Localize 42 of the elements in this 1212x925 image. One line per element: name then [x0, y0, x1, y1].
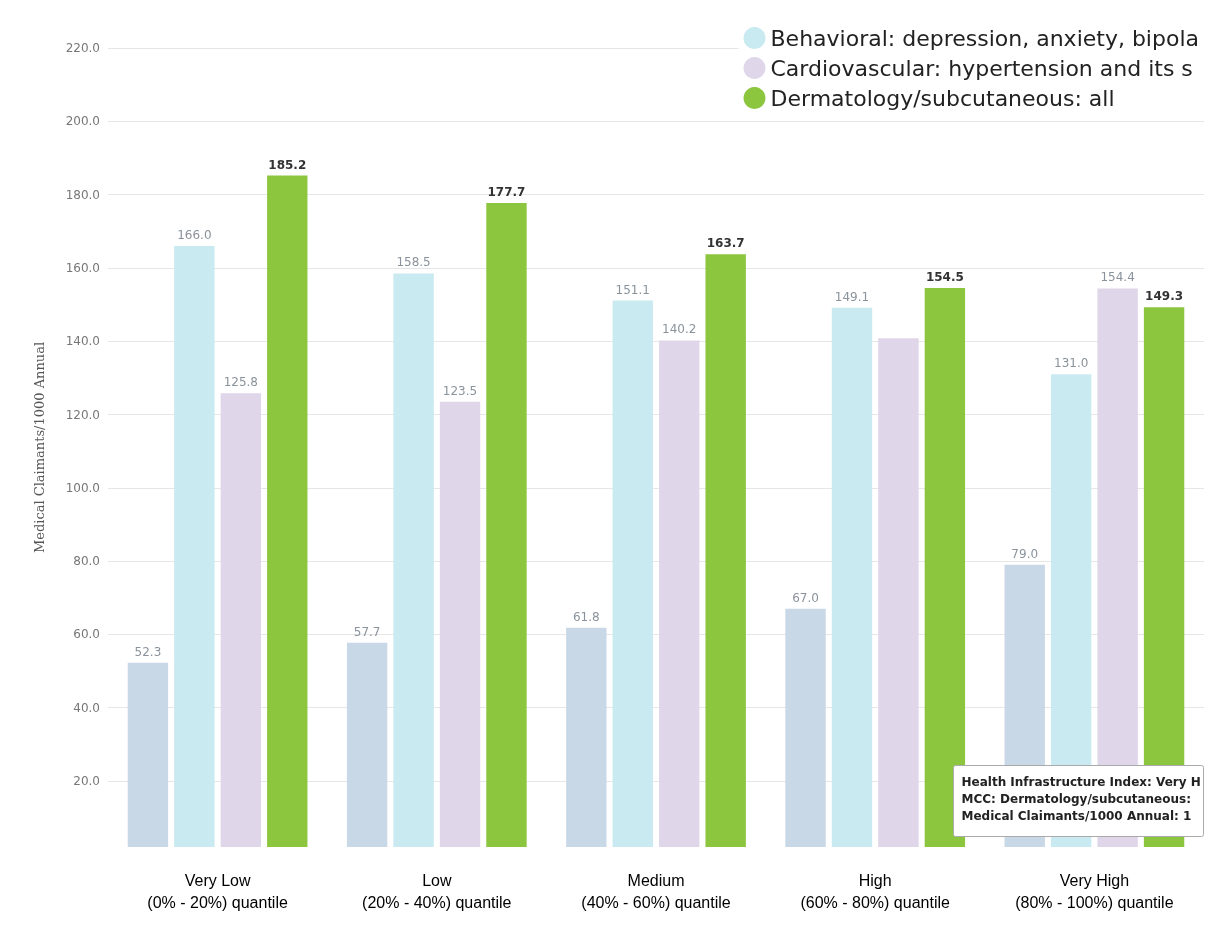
- y-axis-title: Medical Claimants/1000 Annual: [32, 341, 47, 554]
- data-label: 154.5: [925, 270, 964, 285]
- y-tick-label: 100.0: [65, 480, 100, 495]
- x-tick-label: Low (20% - 40%) quantile: [362, 871, 512, 911]
- legend-label: Behavioral: depression, anxiety, bipola: [770, 25, 1199, 51]
- y-tick-label: 80.0: [73, 554, 100, 569]
- x-tick-label: High (60% - 80%) quantile: [800, 871, 950, 911]
- legend-label: Cardiovascular: hypertension and its s: [770, 55, 1193, 81]
- legend-label: Dermatology/subcutaneous: all: [770, 85, 1115, 111]
- data-label: 131.0: [1053, 356, 1089, 371]
- annotation: MCC: Dermatology/subcutaneous:: [961, 791, 1191, 806]
- data-label: 52.3: [134, 644, 162, 659]
- data-label: 140.2: [662, 322, 697, 337]
- annotation: Health Infrastructure Index: Very H: [961, 774, 1201, 789]
- y-tick-label: 180.0: [65, 187, 100, 202]
- data-label: 125.8: [223, 375, 259, 390]
- y-tick-label: 220.0: [65, 41, 100, 55]
- x-tick-label: Very High (80% - 100%) quantile: [1015, 871, 1174, 911]
- data-label: 163.7: [706, 236, 745, 251]
- data-label: 177.7: [487, 185, 526, 200]
- data-label: 123.5: [442, 383, 478, 398]
- x-tick-label: Very Low (0% - 20%) quantile: [147, 871, 288, 911]
- annotation: Medical Claimants/1000 Annual: 1: [961, 808, 1192, 823]
- y-tick-label: 160.0: [65, 260, 100, 275]
- data-label: 154.4: [1100, 270, 1135, 285]
- y-tick-label: 120.0: [65, 407, 100, 422]
- data-label: 185.2: [268, 157, 307, 172]
- y-tick-label: 140.0: [65, 334, 100, 349]
- data-label: 149.1: [834, 289, 870, 304]
- data-label: 57.7: [353, 624, 381, 639]
- data-label: 79.0: [1011, 546, 1039, 561]
- data-label: 151.1: [615, 282, 650, 297]
- x-tick-label: Medium (40% - 60%) quantile: [581, 871, 731, 911]
- data-label: 61.8: [572, 609, 600, 624]
- y-tick-label: 60.0: [73, 627, 100, 642]
- data-label: 67.0: [792, 590, 819, 605]
- y-tick-label: 40.0: [73, 700, 100, 715]
- data-label: 166.0: [177, 227, 212, 242]
- y-tick-label: 200.0: [65, 114, 100, 129]
- data-label: 149.3: [1145, 289, 1184, 304]
- y-tick-label: 20.0: [73, 774, 100, 789]
- data-label: 158.5: [396, 255, 431, 270]
